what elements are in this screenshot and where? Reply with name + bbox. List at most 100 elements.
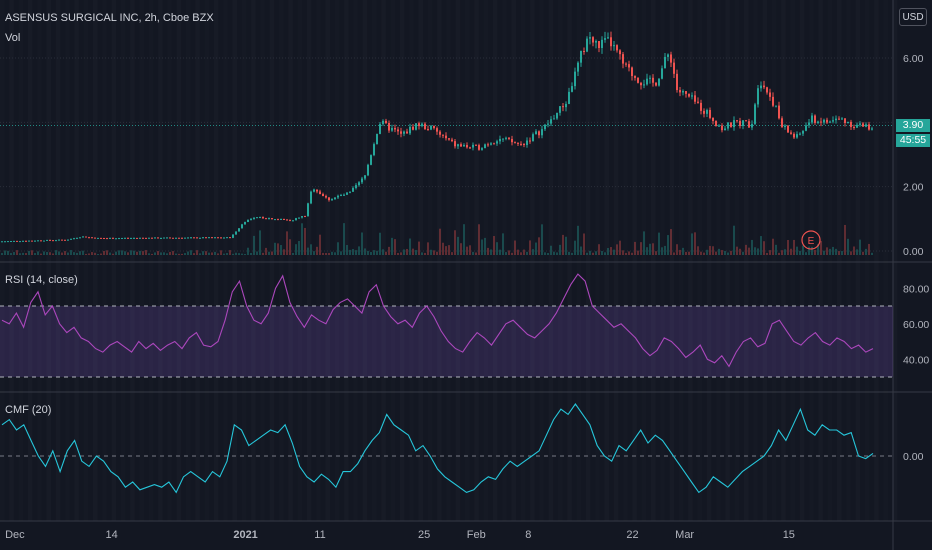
volume-bar xyxy=(271,251,273,255)
volume-bar xyxy=(709,245,711,255)
candle-body xyxy=(100,237,102,239)
candle-body xyxy=(832,120,834,122)
candle-body xyxy=(421,123,423,127)
candle-body xyxy=(304,216,306,218)
volume-bar xyxy=(280,245,282,255)
candle-body xyxy=(559,106,561,113)
volume-bar xyxy=(619,240,621,255)
volume-bar xyxy=(703,252,705,255)
volume-bar xyxy=(1,253,3,255)
candle-body xyxy=(793,133,795,138)
candle-body xyxy=(301,216,303,218)
candle-body xyxy=(115,238,117,240)
candle-body xyxy=(733,120,735,128)
candle-body xyxy=(58,239,60,241)
candle-body xyxy=(358,182,360,186)
candle-body xyxy=(256,217,258,219)
volume-bar xyxy=(658,232,660,255)
volume-bar xyxy=(67,252,69,255)
time-stripe xyxy=(65,0,70,521)
volume-bar xyxy=(598,244,600,255)
volume-bar xyxy=(670,229,672,255)
candle-body xyxy=(268,218,270,220)
volume-bar xyxy=(10,253,12,255)
candle-body xyxy=(571,86,573,92)
volume-bar xyxy=(265,247,267,255)
time-stripe xyxy=(27,0,33,521)
candle-body xyxy=(859,123,861,125)
rsi-tick-label: 40.00 xyxy=(903,354,929,366)
time-stripe xyxy=(167,0,172,521)
candle-body xyxy=(829,121,831,123)
volume-bar xyxy=(70,250,72,255)
volume-bar xyxy=(517,249,519,255)
candle-body xyxy=(151,237,153,239)
candle-body xyxy=(133,237,135,239)
candle-body xyxy=(679,90,681,93)
volume-bar xyxy=(382,249,384,255)
candle-body xyxy=(769,92,771,97)
candle-body xyxy=(253,217,255,219)
time-tick-label: 8 xyxy=(525,529,531,541)
time-tick-label: Mar xyxy=(675,529,694,541)
volume-bar xyxy=(763,241,765,255)
volume-bar xyxy=(463,224,465,255)
volume-bar xyxy=(133,250,135,255)
volume-bar xyxy=(535,242,537,255)
volume-bar xyxy=(775,244,777,255)
candle-body xyxy=(820,121,822,123)
time-stripe xyxy=(344,0,349,521)
time-stripe xyxy=(864,0,870,521)
candle-body xyxy=(22,240,24,242)
candle-body xyxy=(646,78,648,85)
volume-bar xyxy=(871,252,873,255)
time-stripe xyxy=(427,0,433,521)
volume-bar xyxy=(538,237,540,255)
time-tick-label: Feb xyxy=(467,529,486,541)
candle-body xyxy=(430,125,432,130)
candle-body xyxy=(763,85,765,88)
candle-body xyxy=(586,38,588,52)
time-stripe xyxy=(604,0,609,521)
candle-body xyxy=(742,120,744,126)
time-stripe xyxy=(232,0,237,521)
volume-bar xyxy=(733,225,735,255)
candle-body xyxy=(490,143,492,145)
time-stripe xyxy=(753,0,758,521)
volume-bar xyxy=(172,251,174,255)
candle-body xyxy=(382,120,384,124)
volume-bar xyxy=(370,252,372,255)
time-stripe xyxy=(530,0,535,521)
volume-bar xyxy=(283,249,285,255)
candle-body xyxy=(361,178,363,183)
candle-body xyxy=(484,144,486,149)
volume-bar xyxy=(205,251,207,255)
volume-bar xyxy=(853,246,855,255)
time-stripe xyxy=(846,0,851,521)
volume-bar xyxy=(493,236,495,255)
time-stripe xyxy=(362,0,368,521)
volume-bar xyxy=(298,240,300,255)
volume-bar xyxy=(607,248,609,255)
volume-bar xyxy=(472,251,474,255)
currency-button[interactable]: USD xyxy=(899,8,927,26)
candle-body xyxy=(97,237,99,239)
volume-bar xyxy=(79,251,81,255)
volume-bar xyxy=(862,251,864,255)
volume-bar xyxy=(478,224,480,255)
volume-bar xyxy=(217,253,219,255)
candle-body xyxy=(16,240,18,242)
volume-bar xyxy=(622,250,624,255)
candle-body xyxy=(574,71,576,87)
volume-bar xyxy=(97,253,99,255)
candle-body xyxy=(139,237,141,239)
candle-body xyxy=(451,139,453,142)
volume-bar xyxy=(778,252,780,255)
candle-body xyxy=(613,45,615,47)
candle-body xyxy=(433,125,435,129)
volume-bar xyxy=(88,253,90,255)
time-stripe xyxy=(409,0,414,521)
candle-body xyxy=(247,219,249,222)
candle-body xyxy=(862,123,864,127)
